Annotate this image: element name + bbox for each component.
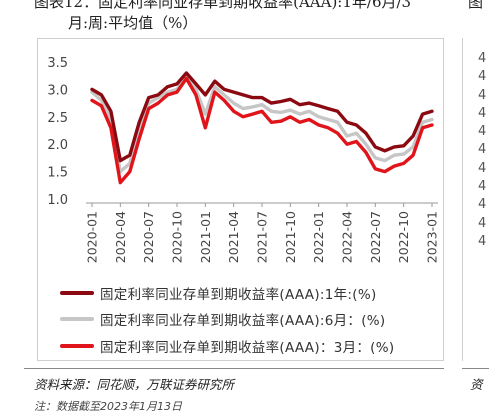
right-panel-tick: 4 (478, 105, 487, 121)
right-panel-tick: 4 (478, 179, 487, 195)
y-tick-label: 1.5 (47, 166, 68, 181)
y-tick-label: 2.0 (47, 138, 68, 153)
note-text: 注：数据截至2023年1月13日 (34, 400, 182, 413)
right-panel-tick: 4 (478, 51, 487, 66)
source-divider (24, 368, 444, 369)
source-text-right-partial: 资 (470, 377, 483, 392)
right-panel-tick: 4 (478, 69, 487, 85)
right-panel-ticks: 4 4 4 4 4 4 4 4 4 4 4 (478, 50, 486, 251)
right-panel-tick: 4 (478, 233, 487, 249)
series-line-3m (90, 76, 434, 185)
chart-panel (37, 38, 444, 361)
right-panel-tick: 4 (478, 124, 487, 140)
right-panel-tick: 4 (478, 215, 487, 231)
y-tick-label: 3.5 (47, 56, 68, 71)
series-line-1y (90, 71, 434, 163)
legend-item-6m: 固定利率同业存单到期收益率(AAA):6月：(%) (60, 309, 386, 329)
legend-swatch-1y (60, 291, 94, 295)
x-tick-label: 2021-04 (226, 211, 241, 263)
x-tick-label: 2023-01 (425, 211, 440, 263)
legend-swatch-3m (60, 344, 94, 348)
right-panel-partial (462, 38, 489, 361)
x-tick-label: 2020-01 (85, 211, 100, 263)
right-panel-tick: 4 (478, 87, 487, 103)
chart-title-line-1: 图表12：固定利率同业存单到期收益率(AAA):1年/6月/3 (34, 0, 412, 11)
x-tick-label: 2020-04 (113, 211, 128, 263)
right-panel-tick: 4 (478, 197, 487, 213)
y-tick-label: 3.0 (47, 83, 68, 98)
x-tick-label: 2022-10 (396, 211, 411, 263)
x-tick-label: 2022-01 (311, 211, 326, 263)
x-tick-label: 2022-07 (368, 211, 383, 263)
legend-label-3m: 固定利率同业存单到期收益率(AAA)：3月：(%) (100, 340, 395, 356)
x-tick-label: 2020-10 (170, 211, 185, 263)
right-panel-tick: 4 (478, 142, 487, 158)
chart-title-line-2: 月:周:平均值（%） (68, 14, 198, 32)
source-text: 资料来源：同花顺，万联证券研究所 (34, 377, 235, 392)
y-tick-label: 1.0 (47, 193, 68, 208)
legend-item-3m: 固定利率同业存单到期收益率(AAA)：3月：(%) (60, 336, 394, 356)
right-panel-tick: 4 (478, 160, 487, 176)
legend-swatch-6m (60, 317, 94, 321)
x-tick-label: 2021-10 (283, 211, 298, 263)
y-tick-label: 2.5 (47, 111, 68, 126)
series-line-6m (90, 74, 434, 174)
right-panel-title-partial: 图 (468, 0, 484, 11)
legend-item-1y: 固定利率同业存单到期收益率(AAA):1年:(%) (60, 283, 377, 303)
legend-label-6m: 固定利率同业存单到期收益率(AAA):6月：(%) (100, 313, 386, 329)
legend-label-1y: 固定利率同业存单到期收益率(AAA):1年:(%) (100, 287, 377, 303)
source-divider-right (462, 368, 489, 369)
x-tick-label: 2020-07 (141, 211, 156, 263)
x-tick-label: 2021-07 (255, 211, 270, 263)
x-tick-label: 2022-04 (340, 211, 355, 263)
x-tick-label: 2021-01 (198, 211, 213, 263)
